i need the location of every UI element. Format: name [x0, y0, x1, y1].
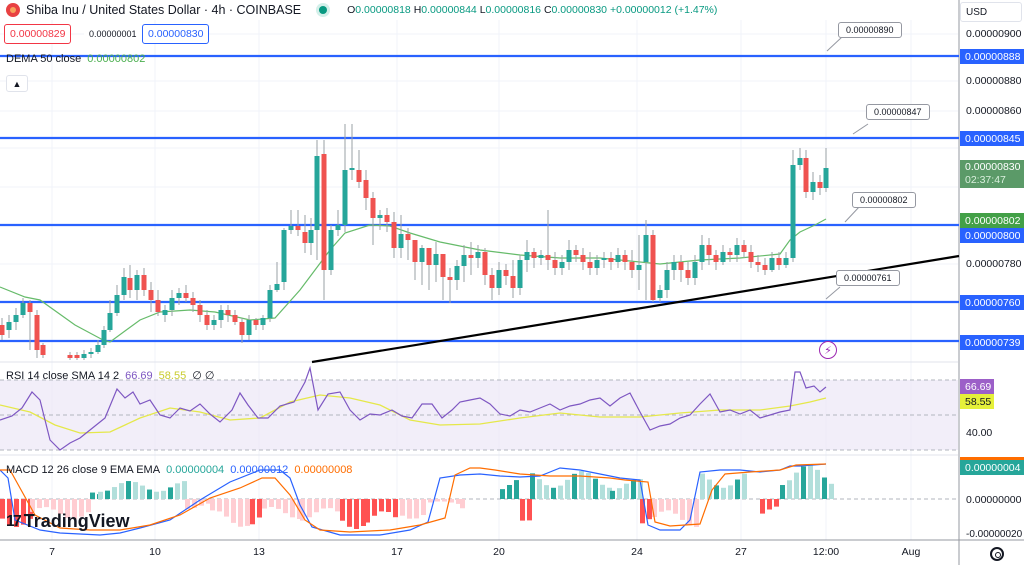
lightning-event-icon[interactable]: ⚡ [819, 341, 837, 359]
dema-legend[interactable]: DEMA 50 close 0.00000802 [6, 53, 145, 65]
low-value: 0.00000816 [485, 4, 542, 16]
time-label: 24 [631, 546, 643, 558]
macd-signal-line [0, 463, 827, 533]
dema-value: 0.00000802 [87, 53, 146, 65]
time-label: 17 [391, 546, 403, 558]
rsi-legend[interactable]: RSI 14 close SMA 14 2 66.69 58.55 ∅ ∅ [6, 369, 215, 383]
open-label: O [347, 4, 356, 16]
level-tag-888: 0.00000888 [960, 49, 1024, 64]
rsi-sma-value: 58.55 [158, 369, 187, 382]
time-label: 13 [253, 546, 265, 558]
level-tag-739: 0.00000739 [960, 335, 1024, 350]
callout-890[interactable]: 0.00000890 [838, 22, 902, 38]
close-value: 0.00000830 [551, 4, 608, 16]
rsi-tag: 66.69 [960, 379, 994, 394]
callout-pointers [825, 36, 869, 300]
support-resistance-levels [0, 54, 959, 343]
rsi-line [0, 365, 827, 451]
vertical-grid [51, 20, 912, 540]
time-label: Aug [901, 546, 921, 558]
tradingview-logo: 17 TradingView [6, 511, 130, 532]
ohlc-values: O0.00000818 H0.00000844 L0.00000816 C0.0… [347, 4, 717, 16]
high-label: H [413, 4, 422, 16]
sell-button[interactable]: 0.00000829 [4, 24, 72, 44]
spread-value: 0.00000001 [84, 24, 142, 44]
macd-tag: 0.00000004 [960, 460, 1024, 475]
macd-value: 0.00000012 [230, 464, 289, 476]
level-tag-845: 0.00000845 [960, 131, 1024, 146]
time-label: 12:00 [812, 546, 840, 558]
currency-selector[interactable]: USD [960, 2, 1022, 22]
callout-802[interactable]: 0.00000802 [852, 192, 916, 208]
symbol-title[interactable]: Shiba Inu / United States Dollar · 4h · … [26, 3, 302, 17]
last-price-tag: 0.00000830 02:37:47 [960, 160, 1024, 188]
buy-button[interactable]: 0.00000830 [142, 24, 210, 44]
rsi-label: RSI 14 close SMA 14 2 [6, 369, 120, 382]
macd-label: MACD 12 26 close 9 EMA EMA [6, 464, 161, 476]
collapse-legend-button[interactable]: ▲ [6, 75, 28, 92]
last-price: 0.00000830 [965, 161, 1021, 173]
rsi-sma-line [0, 394, 827, 434]
change-value: +0.00000012 (+1.47%) [609, 4, 718, 16]
price-label: 0.00000880 [966, 75, 1022, 87]
callout-761[interactable]: 0.00000761 [836, 270, 900, 286]
open-value: 0.00000818 [355, 4, 411, 16]
rsi-value: 66.69 [125, 369, 153, 382]
close-label: C [543, 4, 552, 16]
time-label: 10 [149, 546, 161, 558]
macd-signal-marker [960, 457, 1024, 460]
market-status-dot-icon [319, 6, 328, 14]
price-label: 0.00000860 [966, 105, 1022, 117]
dema-line [0, 218, 827, 343]
macd-axis-label: 0.00000000 [966, 494, 1022, 506]
settings-gear-icon[interactable] [990, 547, 1004, 561]
dema-tag: 0.00000802 [960, 213, 1024, 228]
macd-line [0, 463, 827, 536]
bar-countdown: 02:37:47 [965, 174, 1006, 186]
macd-signal-value: 0.00000008 [294, 464, 353, 476]
high-value: 0.00000844 [421, 4, 477, 16]
level-tag-760: 0.00000760 [960, 295, 1024, 310]
currency-label: USD [966, 6, 988, 18]
price-label: 0.00000780 [966, 258, 1022, 270]
time-label: 7 [49, 546, 55, 558]
macd-histogram [0, 465, 834, 529]
tradingview-mark-icon: 17 [6, 512, 22, 530]
macd-axis-label: -0.00000020 [966, 529, 1023, 540]
horizontal-grid [0, 33, 958, 303]
time-label: 27 [735, 546, 747, 558]
dema-label: DEMA 50 close [6, 53, 82, 65]
chevron-up-icon: ▲ [12, 78, 22, 89]
macd-legend[interactable]: MACD 12 26 close 9 EMA EMA 0.00000004 0.… [6, 464, 352, 476]
rsi-axis-label: 40.00 [966, 427, 993, 439]
callout-847[interactable]: 0.00000847 [866, 104, 930, 120]
macd-hist-value: 0.00000004 [166, 464, 225, 476]
time-label: 20 [493, 546, 505, 558]
rsi-extra: ∅ ∅ [192, 370, 215, 382]
rsi-sma-tag: 58.55 [960, 394, 994, 409]
low-label: L [479, 4, 486, 16]
level-tag-800: 0.00000800 [960, 228, 1024, 243]
candlesticks [0, 124, 829, 360]
symbol-header: Shiba Inu / United States Dollar · 4h · … [6, 3, 717, 17]
price-label: 0.00000900 [966, 28, 1022, 40]
shib-coin-icon [6, 3, 20, 17]
tradingview-text: TradingView [23, 511, 130, 531]
